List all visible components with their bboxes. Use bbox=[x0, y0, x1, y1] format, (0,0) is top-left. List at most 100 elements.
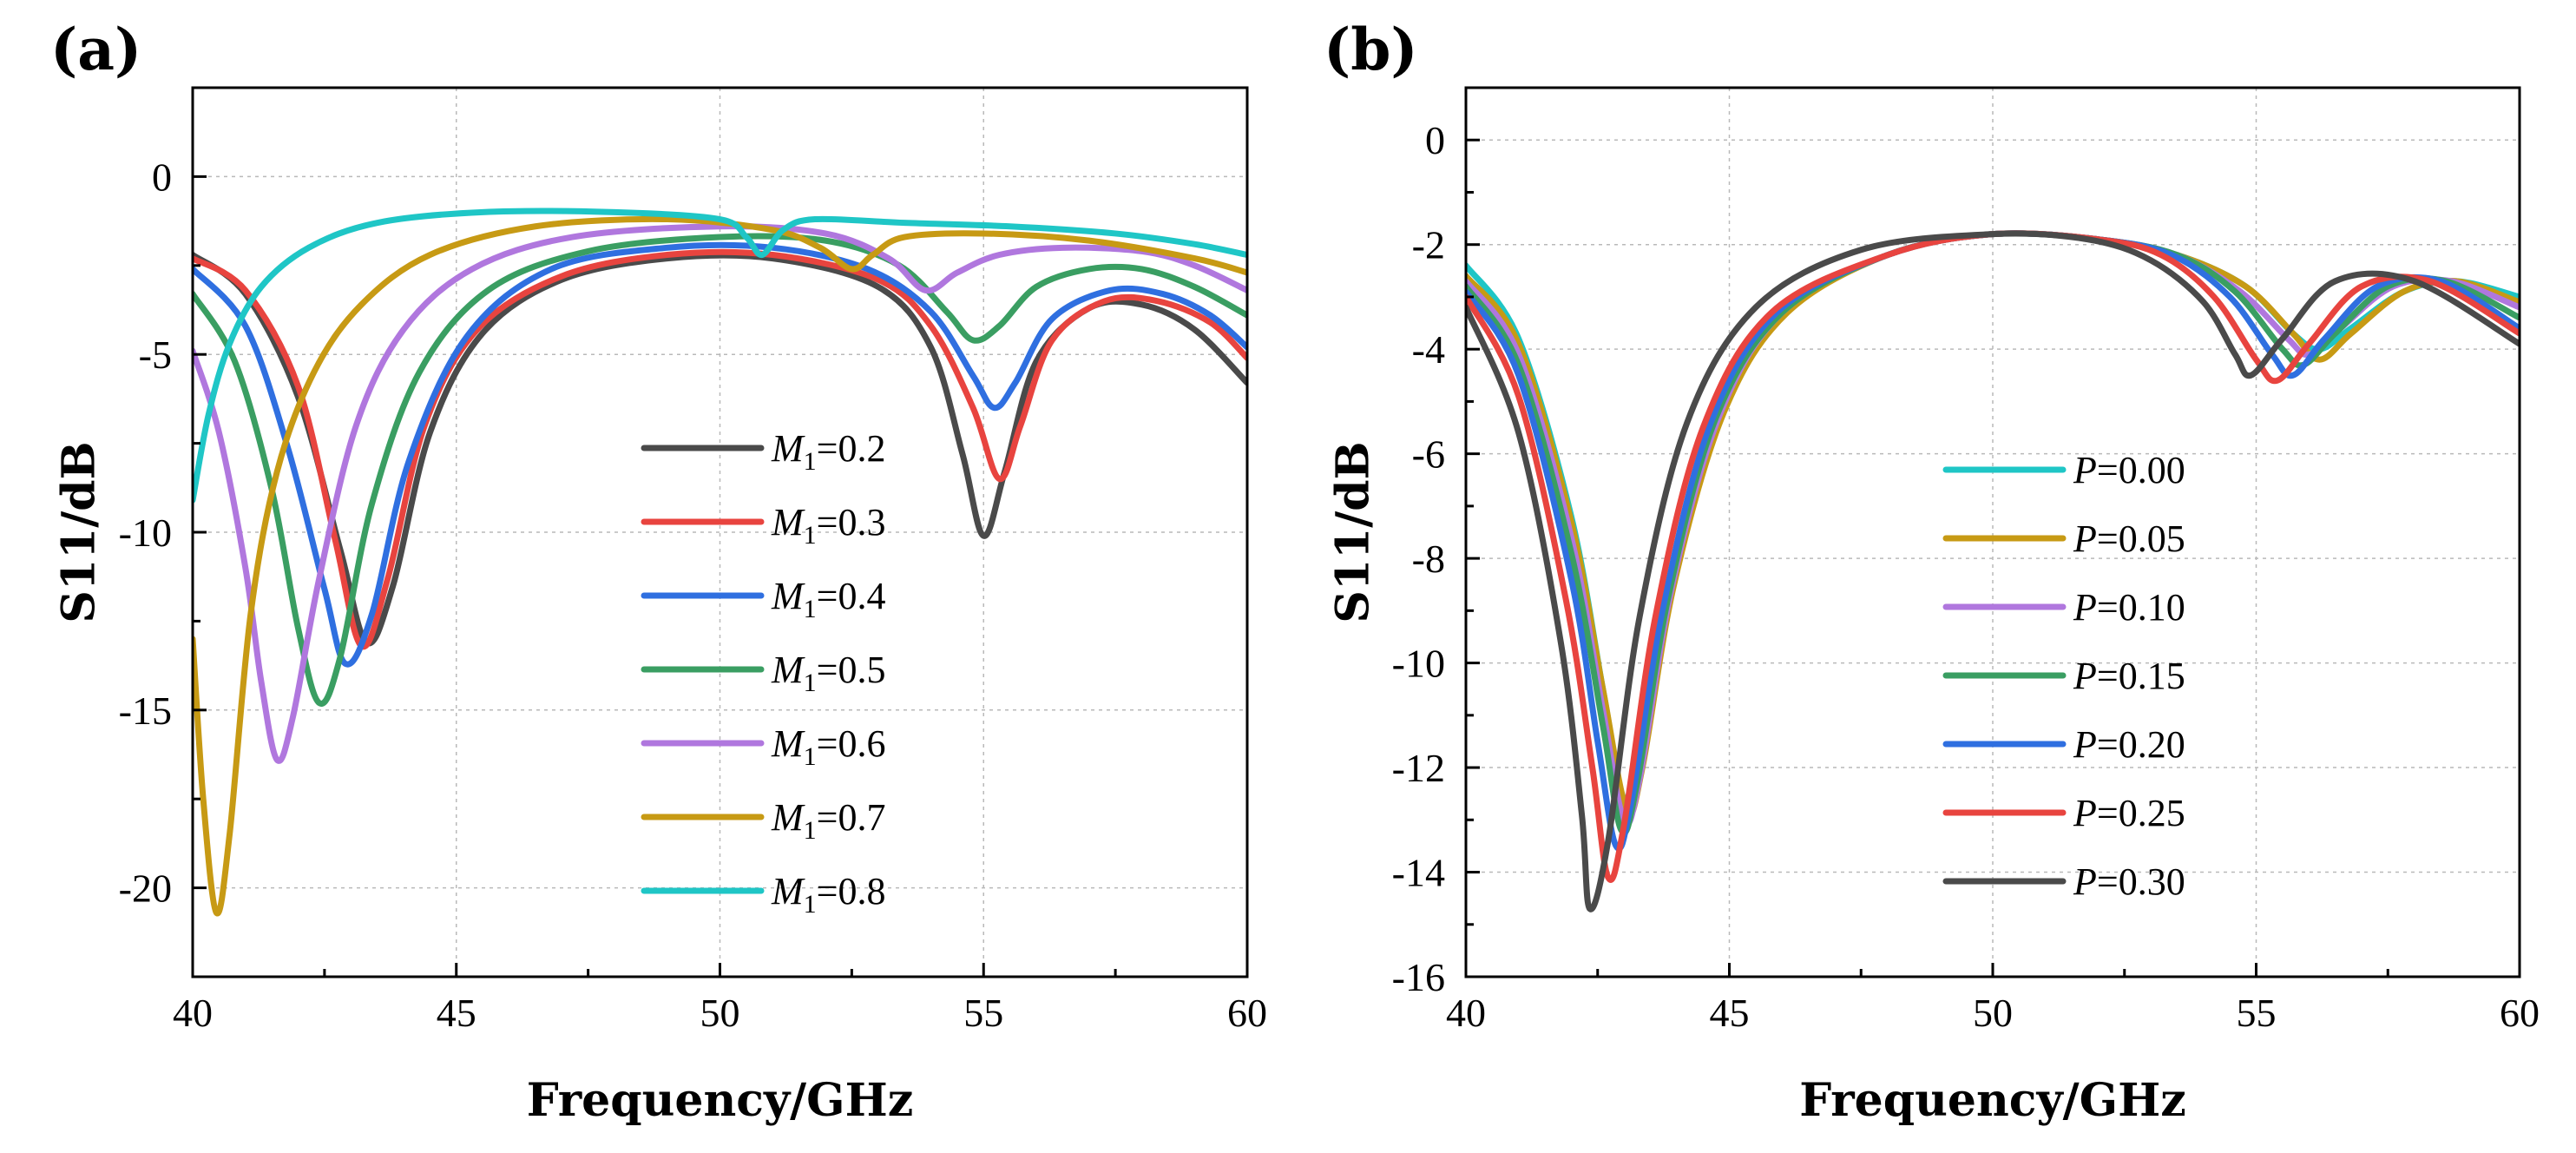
y-axis: 0 -2 -4 -6 -8 -10 -12 -14 -16 bbox=[1392, 86, 1480, 999]
series-line-4 bbox=[193, 223, 1247, 764]
legend-symbol: P bbox=[2073, 792, 2097, 834]
y-tick-label: -8 bbox=[1412, 537, 1445, 581]
legend-item: M1=0.7 bbox=[641, 796, 885, 845]
legend-item: P=0.20 bbox=[1942, 723, 2185, 766]
legend-value: =0.8 bbox=[817, 870, 886, 913]
y-tick-label: -14 bbox=[1392, 851, 1445, 895]
legend-value: =0.3 bbox=[817, 501, 886, 544]
legend-label: M1=0.6 bbox=[771, 722, 885, 771]
legend-label: P=0.15 bbox=[2073, 655, 2185, 697]
legend-symbol: M bbox=[771, 649, 805, 691]
legend-subscript: 1 bbox=[804, 595, 817, 623]
y-tick-label: -2 bbox=[1412, 223, 1445, 267]
legend-item: M1=0.5 bbox=[641, 649, 885, 697]
x-tick-label: 40 bbox=[1446, 991, 1486, 1035]
y-tick-label: -10 bbox=[1392, 642, 1445, 686]
legend-item: P=0.30 bbox=[1942, 860, 2185, 903]
x-tick-label: 55 bbox=[963, 991, 1003, 1035]
legend-symbol: P bbox=[2073, 449, 2097, 491]
legend-label: P=0.25 bbox=[2073, 792, 2185, 834]
x-tick-label: 45 bbox=[437, 991, 476, 1035]
legend-item: M1=0.8 bbox=[641, 870, 886, 919]
y-tick-label: -5 bbox=[139, 333, 172, 377]
series-group bbox=[193, 208, 1247, 917]
legend-symbol: P bbox=[2073, 655, 2097, 697]
legend-symbol: P bbox=[2073, 723, 2097, 766]
x-axis-title: Frequency/GHz bbox=[527, 1074, 913, 1127]
legend-item: P=0.10 bbox=[1942, 586, 2185, 629]
x-tick-label: 50 bbox=[700, 991, 740, 1035]
x-tick-label: 40 bbox=[173, 991, 213, 1035]
x-tick-label: 60 bbox=[2500, 991, 2540, 1035]
legend-value: =0.25 bbox=[2097, 792, 2185, 834]
legend-subscript: 1 bbox=[804, 742, 817, 771]
legend-label: M1=0.7 bbox=[771, 796, 885, 845]
legend-symbol: M bbox=[771, 796, 805, 839]
legend-value: =0.05 bbox=[2097, 517, 2185, 560]
legend-symbol: M bbox=[771, 722, 805, 765]
legend-subscript: 1 bbox=[804, 669, 817, 697]
y-axis-title: S11/dB bbox=[53, 441, 106, 623]
legend-label: M1=0.2 bbox=[771, 427, 885, 476]
legend-subscript: 1 bbox=[804, 890, 817, 919]
legend-item: P=0.00 bbox=[1942, 449, 2185, 491]
series-line-5 bbox=[193, 215, 1247, 917]
series-line-2 bbox=[193, 241, 1247, 668]
legend-item: P=0.15 bbox=[1942, 655, 2185, 697]
legend-item: M1=0.6 bbox=[641, 722, 885, 771]
series-line-1 bbox=[193, 248, 1247, 650]
legend-item: M1=0.4 bbox=[641, 575, 885, 623]
y-tick-label: -20 bbox=[119, 866, 172, 911]
y-tick-label: -12 bbox=[1392, 746, 1445, 790]
x-tick-label: 55 bbox=[2237, 991, 2277, 1035]
legend-symbol: P bbox=[2073, 586, 2097, 629]
legend-value: =0.7 bbox=[817, 796, 886, 839]
legend-value: =0.4 bbox=[817, 575, 886, 617]
chart-panel-a: 40 45 50 55 60 0 -5 -10 -15 -20 Frequency/GHz S11/d… bbox=[50, 16, 1267, 1127]
x-tick-label: 45 bbox=[1710, 991, 1750, 1035]
legend-label: P=0.30 bbox=[2073, 860, 2185, 903]
legend-label: P=0.10 bbox=[2073, 586, 2185, 629]
legend-label: P=0.05 bbox=[2073, 517, 2185, 560]
legend-label: M1=0.4 bbox=[771, 575, 885, 623]
legend-value: =0.30 bbox=[2097, 860, 2185, 903]
legend-symbol: P bbox=[2073, 517, 2097, 560]
legend-item: M1=0.3 bbox=[641, 501, 886, 550]
legend-symbol: M bbox=[771, 870, 805, 913]
series-line-0 bbox=[193, 252, 1247, 647]
legend-label: P=0.00 bbox=[2073, 449, 2185, 491]
chart-panel-b: 40 45 50 55 60 0 -2 -4 -6 -8 -10 -12 -14 -16 Frequency… bbox=[1324, 16, 2540, 1127]
y-tick-label: -10 bbox=[119, 511, 172, 555]
y-tick-label: -16 bbox=[1392, 955, 1445, 999]
legend-subscript: 1 bbox=[804, 521, 817, 550]
legend-item: M1=0.2 bbox=[641, 427, 885, 476]
legend-value: =0.15 bbox=[2097, 655, 2185, 697]
series-line-3 bbox=[193, 233, 1247, 707]
legend-label: M1=0.5 bbox=[771, 649, 885, 697]
x-tick-label: 50 bbox=[1973, 991, 2013, 1035]
legend-item: P=0.25 bbox=[1942, 792, 2185, 834]
grid bbox=[1466, 88, 2520, 977]
legend-item: P=0.05 bbox=[1942, 517, 2185, 560]
series-line-5 bbox=[1466, 230, 2520, 883]
y-tick-label: 0 bbox=[152, 155, 172, 199]
series-line-6 bbox=[193, 208, 1247, 504]
x-axis: 40 45 50 55 60 bbox=[1446, 963, 2540, 1035]
legend-symbol: P bbox=[2073, 860, 2097, 903]
legend-label: P=0.20 bbox=[2073, 723, 2185, 766]
legend-value: =0.20 bbox=[2097, 723, 2185, 766]
legend-symbol: M bbox=[771, 501, 805, 544]
legend-symbol: M bbox=[771, 427, 805, 470]
legend-symbol: M bbox=[771, 575, 805, 617]
legend-value: =0.2 bbox=[817, 427, 886, 470]
y-tick-label: -15 bbox=[119, 689, 172, 733]
legend: M1=0.2M1=0.3M1=0.4M1=0.5M1=0.6M1=0.7M1=0… bbox=[641, 427, 886, 919]
y-tick-label: -4 bbox=[1412, 327, 1445, 372]
legend-value: =0.00 bbox=[2097, 449, 2185, 491]
y-tick-label: 0 bbox=[1425, 118, 1445, 162]
x-axis: 40 45 50 55 60 bbox=[173, 963, 1267, 1035]
legend-value: =0.10 bbox=[2097, 586, 2185, 629]
legend-subscript: 1 bbox=[804, 816, 817, 845]
legend-subscript: 1 bbox=[804, 447, 817, 476]
